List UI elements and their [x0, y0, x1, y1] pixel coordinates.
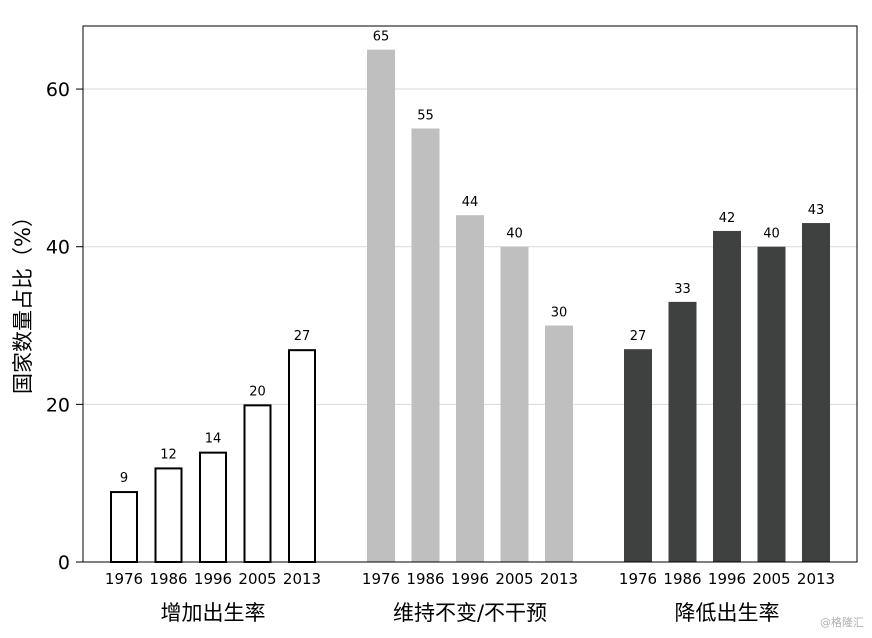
data-label: 55	[417, 108, 434, 123]
x-tick-label: 1986	[149, 570, 187, 588]
data-label: 33	[674, 282, 691, 297]
bar	[154, 467, 183, 564]
data-label: 27	[294, 329, 311, 344]
data-label: 42	[719, 211, 736, 226]
bar	[500, 246, 529, 563]
x-tick-label: 1976	[362, 570, 400, 588]
x-tick-label: 2005	[238, 570, 276, 588]
x-tick-label: 2005	[495, 570, 533, 588]
data-label: 43	[808, 203, 825, 218]
group-label: 维持不变/不干预	[393, 601, 547, 625]
bar	[199, 451, 227, 564]
x-tick-label: 1996	[194, 570, 232, 588]
y-tick-label: 40	[46, 237, 70, 259]
bar	[110, 491, 138, 564]
x-tick-label: 2013	[540, 570, 578, 588]
x-tick-label: 2005	[752, 570, 790, 588]
bar	[367, 49, 395, 563]
bar	[624, 349, 652, 562]
watermark: @格隆汇	[820, 616, 864, 629]
bar	[456, 215, 484, 563]
y-axis-label: 国家数量占比（%）	[11, 206, 35, 394]
bar	[802, 223, 830, 562]
x-tick-label: 1976	[619, 570, 657, 588]
x-tick-label: 1976	[105, 570, 143, 588]
plot-frame	[82, 25, 858, 563]
y-tick-label: 60	[46, 79, 70, 101]
bar	[668, 301, 697, 562]
y-tick-label: 0	[58, 552, 70, 574]
group-label: 降低出生率	[675, 601, 780, 625]
bar	[243, 404, 272, 563]
data-label: 27	[630, 329, 647, 344]
data-label: 14	[205, 432, 222, 447]
x-tick-label: 2013	[797, 570, 835, 588]
data-label: 12	[160, 447, 177, 462]
data-label: 20	[249, 384, 266, 399]
data-label: 40	[763, 227, 780, 242]
x-tick-label: 1986	[406, 570, 444, 588]
data-label: 40	[506, 227, 523, 242]
x-tick-label: 1986	[663, 570, 701, 588]
y-tick-label: 20	[46, 394, 70, 416]
bar	[713, 230, 741, 563]
data-label: 44	[462, 195, 479, 210]
data-label: 30	[551, 306, 568, 321]
x-tick-label: 1996	[708, 570, 746, 588]
data-label: 9	[120, 471, 128, 486]
x-tick-label: 2013	[283, 570, 321, 588]
bar	[288, 349, 316, 564]
bar	[757, 246, 786, 563]
x-tick-label: 1996	[451, 570, 489, 588]
bar	[411, 128, 440, 562]
group-label: 增加出生率	[161, 601, 266, 625]
bar	[545, 325, 573, 562]
data-label: 65	[373, 30, 390, 45]
